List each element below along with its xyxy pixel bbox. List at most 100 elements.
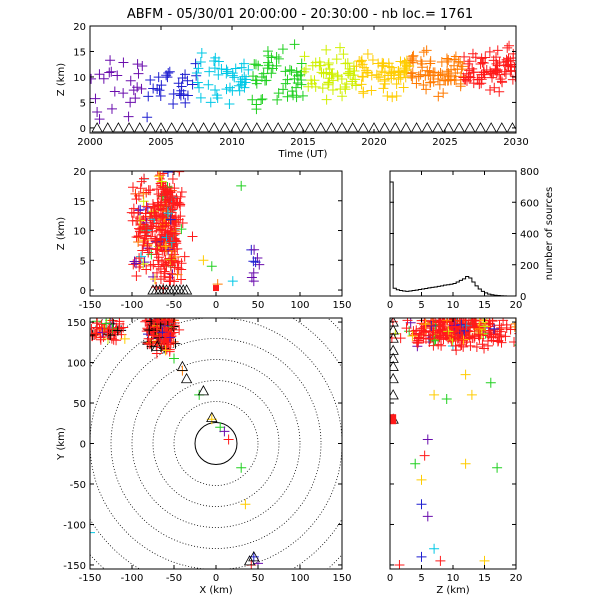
source-point [416,499,427,510]
source-point [411,78,422,89]
source-point [139,257,150,268]
source-point [418,47,429,58]
source-point [210,52,221,63]
station-triangle [336,122,348,133]
source-point [104,67,115,78]
source-point [442,66,453,77]
source-point [154,318,165,326]
range-ring [194,422,238,465]
source-point [323,59,334,70]
source-point [321,94,332,105]
source-point [419,327,430,338]
source-point [460,458,471,469]
source-point [505,324,516,335]
source-point [391,79,402,90]
source-point [153,171,164,182]
station-triangle [485,122,497,133]
source-point [180,97,191,108]
x-tick-label: 2030 [503,137,528,148]
x-tick-label: 2025 [432,137,457,148]
source-point [425,58,436,69]
source-point [90,328,101,339]
y-tick-label: 200 [520,261,539,272]
source-point [395,72,406,83]
source-point [421,45,432,56]
x-tick-label: 150 [332,573,351,584]
source-point [178,89,189,100]
source-point [129,256,140,267]
source-point [477,339,488,350]
source-point [112,325,123,336]
source-point [182,75,193,86]
x-tick-label: 2020 [361,137,386,148]
source-point [187,79,198,90]
source-point [453,56,464,67]
source-point [153,72,164,83]
source-point [393,66,404,77]
source-point [101,318,112,329]
y-tick-label: 100 [67,359,86,370]
source-point [280,78,291,89]
source-point [131,270,142,281]
source-point [394,559,405,569]
source-point [90,93,101,104]
source-point [450,340,461,351]
station-triangle [144,122,157,133]
x-axis-label: X (km) [199,585,232,596]
source-point [435,67,446,78]
source-point [104,323,115,334]
source-point [335,83,346,94]
source-point [150,235,161,246]
source-point [425,333,436,344]
source-point [407,67,418,78]
source-point [484,46,495,57]
source-point [146,337,157,348]
station-triangle [390,332,399,343]
source-point [291,82,302,93]
source-point [411,337,422,348]
source-point [165,214,176,225]
y-tick-label: 50 [73,399,86,410]
source-point [251,75,262,86]
source-point [331,54,342,65]
source-point [159,245,170,256]
source-point [469,321,480,332]
source-point [212,92,223,103]
source-point [494,69,505,80]
source-point [156,155,166,165]
source-point [441,393,452,404]
source-point [168,88,179,99]
source-point [366,85,377,96]
source-point [423,70,434,81]
source-point [157,171,159,175]
source-point [132,59,143,70]
source-point [109,86,120,97]
source-point [450,321,461,332]
source-point [492,45,503,56]
y-tick-label: 20 [73,167,86,178]
source-point [318,68,329,79]
x-tick-label: 10 [447,300,460,311]
source-point [106,66,117,77]
x-tick-label: -100 [121,573,144,584]
source-point [164,66,175,77]
source-point [377,60,388,71]
station-triangle [496,122,508,133]
source-point [166,255,177,266]
source-point [407,51,418,62]
source-point [420,321,431,332]
range-ring [131,359,301,528]
source-point [506,65,516,76]
source-point [317,83,328,94]
source-point [95,334,106,345]
source-point [148,259,159,270]
source-point [278,84,289,95]
station-triangle [390,344,399,355]
station-triangle [357,122,370,133]
source-point [165,254,176,265]
source-point [146,231,157,242]
source-point [492,329,503,340]
source-point [422,434,433,445]
source-point [310,81,321,92]
station-triangle [206,411,218,422]
